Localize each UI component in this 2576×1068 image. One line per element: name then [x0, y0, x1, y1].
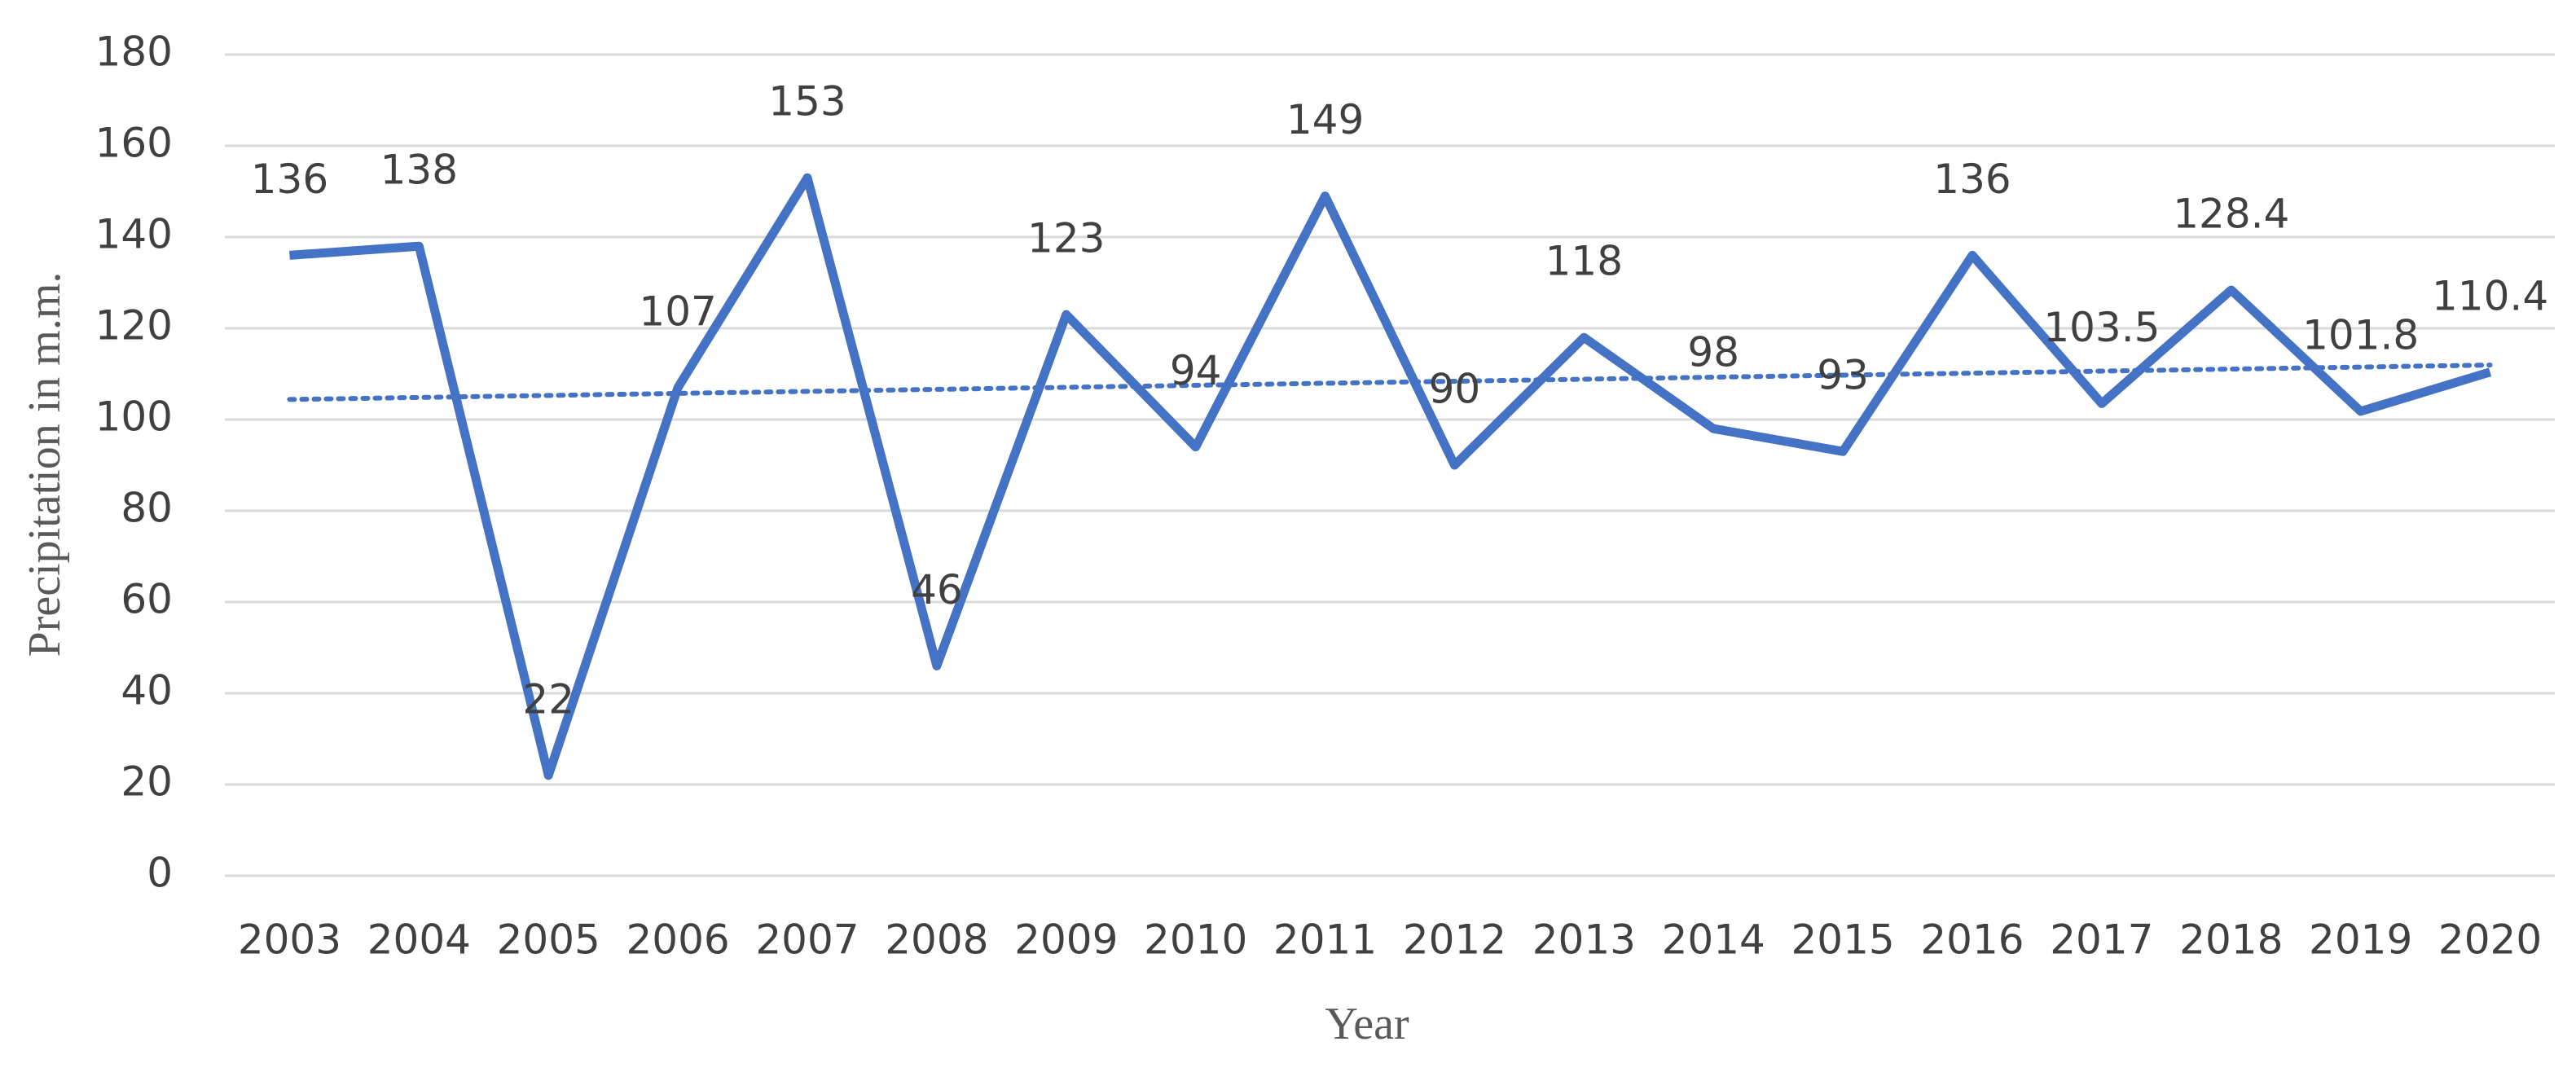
x-tick-label: 2013 [1532, 916, 1636, 964]
y-tick-label: 160 [95, 120, 173, 167]
x-tick-label: 2003 [238, 916, 341, 964]
data-label: 138 [380, 147, 458, 194]
y-tick-label: 180 [95, 29, 173, 76]
x-tick-label: 2011 [1273, 916, 1377, 964]
data-label: 153 [768, 78, 846, 125]
x-tick-label: 2019 [2309, 916, 2412, 964]
y-tick-label: 60 [121, 576, 173, 623]
data-line [289, 173, 2492, 780]
y-tick-label: 100 [95, 393, 173, 441]
data-label: 136 [251, 156, 328, 203]
x-tick-label: 2012 [1403, 916, 1506, 964]
x-tick-label: 2007 [755, 916, 859, 964]
y-tick-label: 140 [95, 211, 173, 258]
data-label: 118 [1545, 238, 1623, 285]
y-tick-label: 80 [121, 485, 173, 532]
x-tick-label: 2005 [497, 916, 600, 964]
x-tick-label: 2006 [626, 916, 729, 964]
x-axis-title: Year [1325, 999, 1409, 1049]
x-tick-label: 2020 [2438, 916, 2542, 964]
data-label: 90 [1429, 366, 1481, 413]
data-label: 94 [1170, 347, 1222, 394]
y-tick-label: 20 [121, 758, 173, 806]
data-label: 103.5 [2043, 304, 2160, 351]
trendline [287, 363, 2493, 402]
x-tick-label: 2016 [1920, 916, 2024, 964]
y-tick-label: 0 [147, 850, 173, 897]
data-label: 107 [639, 288, 716, 335]
data-label: 22 [522, 675, 574, 723]
y-axis-title: Precipitation in m.m. [20, 272, 70, 657]
data-label: 123 [1027, 215, 1105, 262]
data-label: 136 [1933, 156, 2011, 203]
data-label: 46 [911, 566, 963, 613]
data-label: 101.8 [2302, 311, 2419, 358]
x-tick-label: 2004 [367, 916, 471, 964]
x-tick-label: 2017 [2050, 916, 2153, 964]
data-label: 110.4 [2432, 272, 2548, 319]
x-tick-label: 2010 [1144, 916, 1247, 964]
y-tick-label: 120 [95, 302, 173, 349]
x-tick-label: 2009 [1014, 916, 1118, 964]
x-tick-label: 2015 [1791, 916, 1894, 964]
data-label: 128.4 [2173, 190, 2289, 237]
x-tick-label: 2014 [1662, 916, 1765, 964]
y-tick-label: 40 [121, 667, 173, 714]
data-label: 93 [1817, 352, 1869, 399]
data-label: 98 [1687, 329, 1739, 376]
x-tick-label: 2008 [885, 916, 988, 964]
data-label: 149 [1286, 96, 1364, 143]
x-tick-label: 2018 [2179, 916, 2283, 964]
